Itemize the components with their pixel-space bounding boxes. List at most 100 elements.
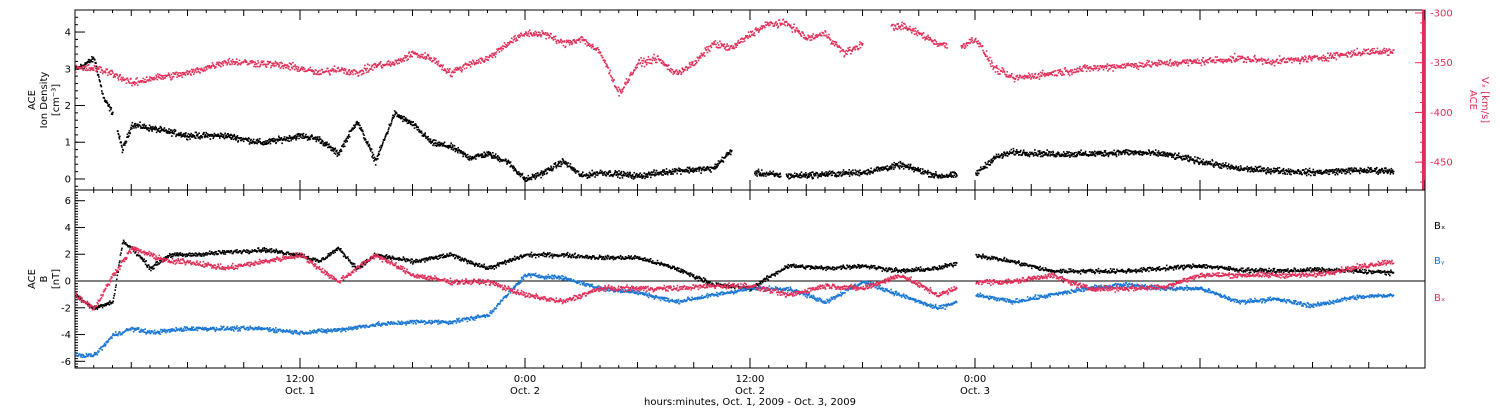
density-point: [1278, 170, 1280, 173]
density-point: [787, 173, 790, 175]
density-point: [311, 134, 313, 136]
vx-point: [297, 68, 299, 70]
density-point: [730, 149, 733, 152]
density-point: [1317, 172, 1320, 174]
density-point: [1293, 172, 1295, 174]
density-point: [439, 144, 442, 147]
density-point: [928, 175, 931, 178]
density-point: [167, 132, 169, 134]
density-point: [257, 141, 259, 143]
vx-point: [219, 64, 221, 67]
density-point: [659, 173, 661, 175]
density-point: [770, 173, 772, 175]
density-point: [921, 172, 923, 175]
density-point: [485, 155, 487, 158]
density-point: [353, 124, 355, 127]
density-point: [1309, 170, 1311, 172]
density-point: [1031, 151, 1033, 154]
density-point: [527, 174, 530, 177]
density-point: [381, 142, 384, 145]
density-point: [123, 143, 125, 145]
vx-point: [243, 60, 246, 63]
vx-point: [78, 67, 80, 70]
density-point: [672, 173, 674, 175]
density-point: [1221, 164, 1224, 167]
density-point: [266, 143, 268, 145]
density-point: [197, 136, 200, 139]
density-point: [984, 165, 986, 168]
density-point: [225, 134, 228, 137]
density-point: [332, 150, 335, 152]
density-point: [845, 173, 847, 175]
density-point: [1189, 158, 1191, 160]
density-point: [387, 128, 390, 131]
vx-point: [421, 56, 424, 58]
vx-point: [147, 79, 150, 81]
density-point: [162, 128, 165, 131]
density-point: [77, 68, 79, 70]
density-point: [926, 173, 929, 175]
density-point: [788, 177, 791, 180]
density-point: [834, 173, 837, 175]
vx-point: [314, 73, 316, 75]
density-point: [797, 175, 800, 178]
density-point: [990, 160, 993, 162]
density-point: [779, 172, 782, 175]
density-point: [827, 175, 829, 177]
density-point: [1005, 154, 1007, 157]
density-point: [1237, 166, 1240, 168]
vx-point: [111, 70, 114, 73]
density-point: [485, 154, 488, 157]
vx-point: [141, 80, 144, 82]
density-point: [798, 174, 801, 177]
vx-point: [471, 63, 474, 65]
density-point: [447, 146, 449, 148]
density-point: [1348, 167, 1350, 170]
density-point: [91, 58, 94, 60]
density-point: [650, 176, 652, 179]
density-point: [325, 141, 327, 144]
density-point: [614, 170, 617, 172]
density-point: [1355, 168, 1357, 170]
density-point: [323, 142, 326, 144]
vx-point: [362, 70, 364, 72]
density-point: [110, 106, 113, 109]
density-point: [1201, 163, 1204, 166]
vx-point: [342, 69, 345, 72]
density-point: [716, 163, 719, 165]
density-point: [1138, 152, 1140, 154]
density-point: [1096, 153, 1099, 156]
vx-point: [473, 63, 476, 66]
density-point: [384, 136, 386, 138]
density-point: [631, 173, 634, 176]
density-point: [204, 135, 207, 137]
vx-point: [121, 78, 124, 80]
density-point: [807, 176, 809, 179]
density-point: [1222, 164, 1225, 167]
density-point: [775, 174, 777, 177]
vx-point: [343, 67, 346, 70]
density-point: [1324, 170, 1327, 172]
density-point: [710, 171, 712, 173]
vx-point: [118, 75, 120, 78]
density-point: [900, 166, 903, 168]
density-point: [298, 137, 300, 140]
density-point: [427, 135, 429, 138]
density-point: [224, 136, 227, 138]
density-point: [334, 149, 336, 151]
density-point: [505, 160, 508, 163]
density-point: [757, 168, 760, 171]
density-point: [1276, 169, 1279, 171]
density-point: [904, 166, 907, 169]
density-point: [101, 90, 103, 92]
density-point: [1376, 166, 1378, 169]
density-point: [377, 158, 379, 160]
vx-point: [180, 72, 182, 74]
density-point: [673, 171, 676, 173]
density-point: [186, 139, 189, 141]
density-point: [359, 124, 361, 127]
density-point: [396, 115, 398, 118]
vx-point: [87, 69, 89, 71]
density-point: [1107, 152, 1109, 154]
density-point: [433, 139, 436, 141]
